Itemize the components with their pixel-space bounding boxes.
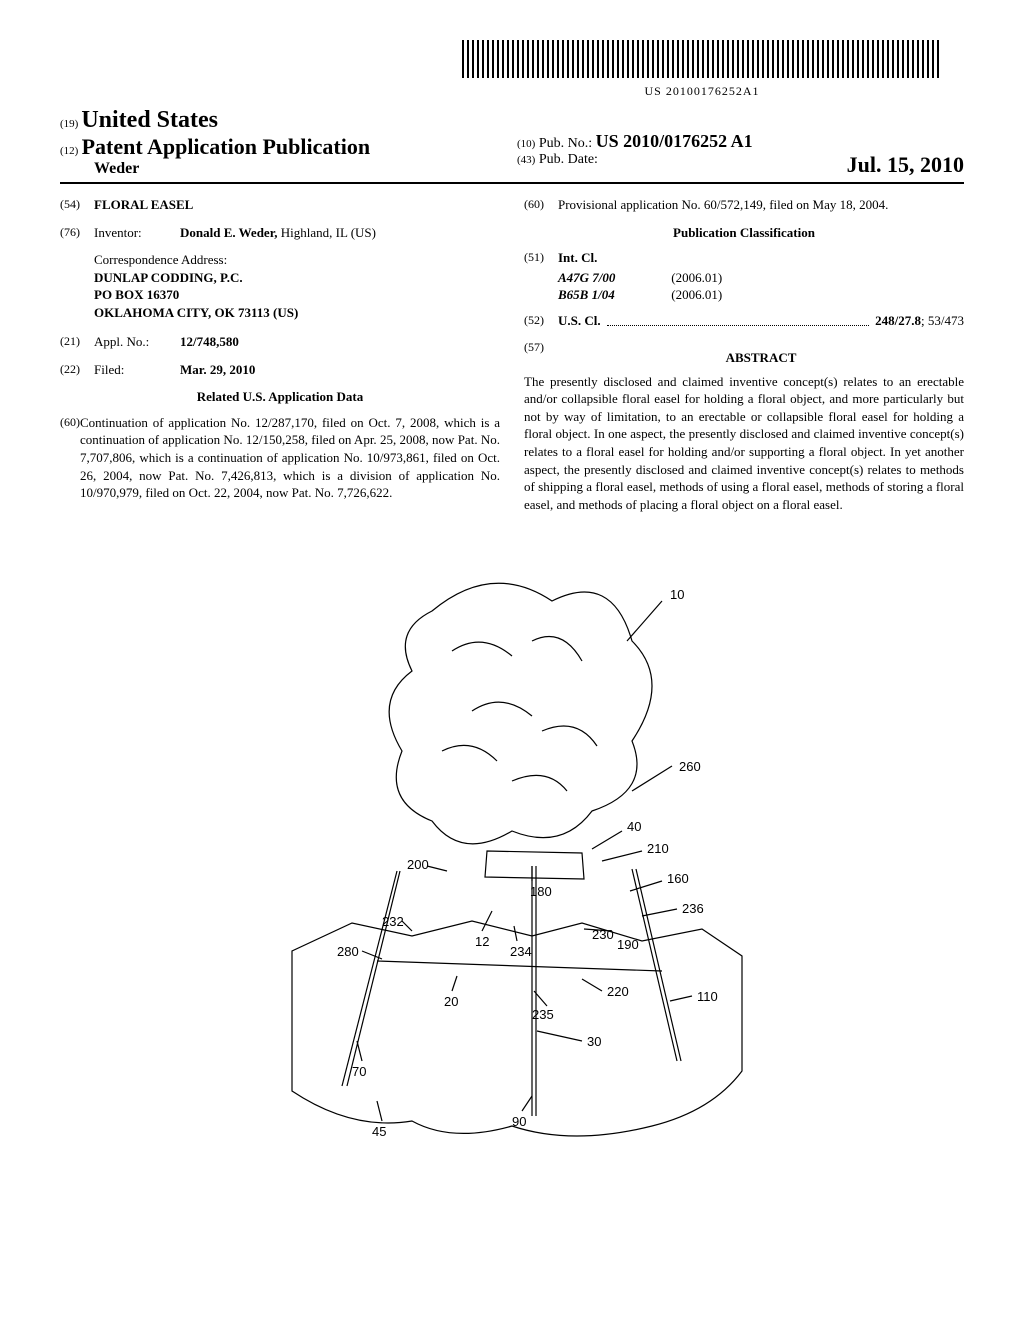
svg-text:220: 220 — [607, 984, 629, 999]
intcl-label: Int. Cl. — [558, 249, 597, 267]
ref-labels: 10 260 40 210 160 236 230 190 110 220 23… — [337, 587, 718, 1139]
publication-type: Patent Application Publication — [82, 134, 370, 159]
continuation-text: Continuation of application No. 12/287,1… — [80, 414, 500, 502]
easel-top-bar — [485, 851, 584, 879]
pub-no-value: US 2010/0176252 A1 — [596, 131, 753, 151]
svg-text:12: 12 — [475, 934, 489, 949]
correspondence-po: PO BOX 16370 — [94, 286, 500, 304]
code-52: (52) — [524, 312, 558, 330]
intcl-2-year: (2006.01) — [671, 287, 722, 302]
code-60a: (60) — [60, 414, 80, 502]
svg-text:10: 10 — [670, 587, 684, 602]
svg-text:232: 232 — [382, 914, 404, 929]
author-name: Weder — [60, 160, 507, 178]
svg-text:40: 40 — [627, 819, 641, 834]
svg-text:230: 230 — [592, 927, 614, 942]
code-76: (76) — [60, 224, 94, 242]
abstract-text: The presently disclosed and claimed inve… — [524, 373, 964, 513]
code-21: (21) — [60, 333, 94, 351]
pub-date-label: Pub. Date: — [539, 152, 598, 167]
invention-title: FLORAL EASEL — [94, 196, 193, 214]
inventor-label: Inventor: — [94, 224, 180, 242]
svg-text:260: 260 — [679, 759, 701, 774]
svg-text:234: 234 — [510, 944, 532, 959]
pub-date-value: Jul. 15, 2010 — [847, 152, 964, 178]
svg-text:45: 45 — [372, 1124, 386, 1139]
barcode-graphic — [462, 40, 942, 78]
svg-text:235: 235 — [532, 1007, 554, 1022]
code-19: (19) — [60, 118, 78, 130]
related-data-title: Related U.S. Application Data — [60, 388, 500, 406]
code-54: (54) — [60, 196, 94, 214]
code-22: (22) — [60, 361, 94, 379]
code-51: (51) — [524, 249, 558, 267]
figure-svg: 10 260 40 210 160 236 230 190 110 220 23… — [232, 531, 792, 1151]
inventor-name: Donald E. Weder, — [180, 225, 278, 240]
correspondence-label: Correspondence Address: — [94, 251, 500, 269]
svg-text:210: 210 — [647, 841, 669, 856]
svg-text:190: 190 — [617, 937, 639, 952]
svg-text:280: 280 — [337, 944, 359, 959]
header: (19) United States (12) Patent Applicati… — [60, 107, 964, 184]
appl-no-value: 12/748,580 — [180, 333, 500, 351]
intcl-1-year: (2006.01) — [671, 270, 722, 285]
easel-right-leg-2 — [636, 869, 681, 1061]
floral-detail — [442, 637, 597, 792]
code-60b: (60) — [524, 196, 558, 214]
body-columns: (54) FLORAL EASEL (76) Inventor: Donald … — [60, 196, 964, 513]
correspondence-name: DUNLAP CODDING, P.C. — [94, 269, 500, 287]
uscl-label: U.S. Cl. — [558, 312, 601, 330]
country-name: United States — [81, 107, 218, 133]
abstract-label: ABSTRACT — [558, 349, 964, 367]
inventor-location: Highland, IL (US) — [278, 225, 376, 240]
svg-text:236: 236 — [682, 901, 704, 916]
intcl-2-code: B65B 1/04 — [558, 286, 668, 304]
svg-text:30: 30 — [587, 1034, 601, 1049]
floral-outline — [389, 583, 652, 844]
code-43: (43) — [517, 154, 535, 166]
easel-brace — [377, 961, 662, 971]
svg-text:180: 180 — [530, 884, 552, 899]
svg-text:90: 90 — [512, 1114, 526, 1129]
code-57: (57) — [524, 339, 558, 373]
svg-text:160: 160 — [667, 871, 689, 886]
easel-right-leg — [632, 869, 677, 1061]
filed-label: Filed: — [94, 361, 180, 379]
uscl-value: 248/27.8 — [875, 312, 921, 330]
easel-left-leg-2 — [347, 871, 400, 1086]
intcl-1-code: A47G 7/00 — [558, 269, 668, 287]
appl-no-label: Appl. No.: — [94, 333, 180, 351]
figure: 10 260 40 210 160 236 230 190 110 220 23… — [60, 531, 964, 1155]
filed-date: Mar. 29, 2010 — [180, 361, 500, 379]
svg-text:70: 70 — [352, 1064, 366, 1079]
barcode-text: US 20100176252A1 — [440, 84, 964, 99]
uscl-extra: ; 53/473 — [921, 312, 964, 330]
left-column: (54) FLORAL EASEL (76) Inventor: Donald … — [60, 196, 500, 513]
easel-left-leg — [342, 871, 397, 1086]
svg-text:20: 20 — [444, 994, 458, 1009]
svg-text:110: 110 — [697, 989, 718, 1004]
correspondence-city: OKLAHOMA CITY, OK 73113 (US) — [94, 304, 500, 322]
pub-no-label: Pub. No.: — [539, 136, 592, 151]
uscl-leader-dots — [607, 312, 870, 327]
code-12: (12) — [60, 145, 78, 157]
barcode-block: US 20100176252A1 — [440, 40, 964, 99]
svg-text:200: 200 — [407, 857, 429, 872]
right-column: (60) Provisional application No. 60/572,… — [524, 196, 964, 513]
pub-classification-title: Publication Classification — [524, 224, 964, 242]
provisional-text: Provisional application No. 60/572,149, … — [558, 196, 964, 214]
code-10: (10) — [517, 138, 535, 150]
